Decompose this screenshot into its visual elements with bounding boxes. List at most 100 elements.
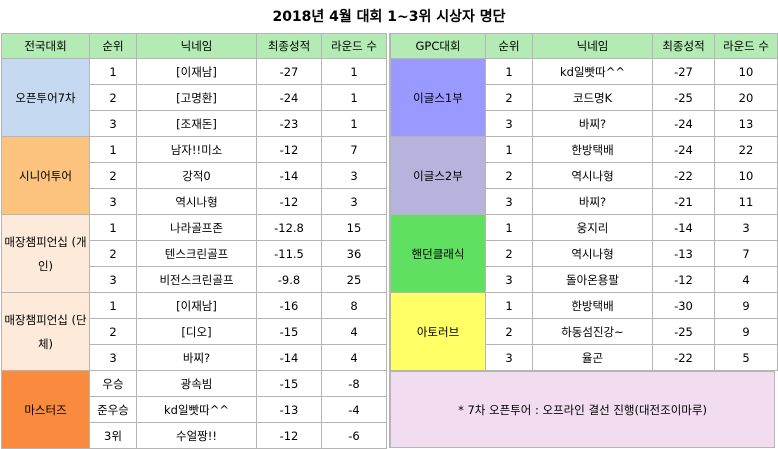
nickname-cell: 남자!!미소: [136, 136, 257, 163]
rounds-cell: 36: [321, 240, 387, 267]
final-score-cell: -14: [256, 344, 322, 371]
final-score-cell: -12: [256, 136, 322, 163]
rounds-cell: 9: [714, 318, 778, 345]
table-row: 2 강적0 -14 3: [2, 162, 387, 189]
table-row: 3위 수얼짱!! -12 -6: [2, 422, 387, 449]
table-row: 2 역시나형 -13 7: [391, 240, 778, 267]
tournament-name-cell: 핸던클래식: [390, 214, 486, 293]
final-score-cell: -12: [256, 188, 322, 215]
table-row: 2 [디오] -15 4: [2, 318, 387, 345]
nickname-cell: 돌아온용팔: [532, 266, 653, 293]
col-header-final-score: 최종성적: [256, 33, 322, 59]
tournament-name-cell: 아토러브: [390, 292, 486, 371]
rank-cell: 1: [89, 214, 137, 241]
nickname-cell: [이재남]: [136, 58, 257, 85]
rank-cell: 2: [485, 318, 533, 345]
rounds-cell: 4: [321, 318, 387, 345]
rank-cell: 2: [485, 84, 533, 111]
rank-cell: 3: [89, 110, 137, 137]
tournament-name-cell: 오픈투어7차: [1, 58, 90, 137]
nickname-cell: 텐스크린골프: [136, 240, 257, 267]
rank-cell: 1: [89, 292, 137, 319]
nickname-cell: 역시나형: [532, 162, 653, 189]
final-score-cell: -24: [652, 136, 715, 163]
nickname-cell: [이재남]: [136, 292, 257, 319]
rounds-cell: 20: [714, 84, 778, 111]
nickname-cell: [고명환]: [136, 84, 257, 111]
rank-cell: 1: [89, 58, 137, 85]
table-row: 이글스2부 1 한방택배 -24 22: [390, 136, 778, 215]
rank-cell: 3: [485, 344, 533, 371]
rank-cell: 2: [89, 162, 137, 189]
rank-cell: 준우승: [89, 396, 137, 423]
rounds-cell: 9: [714, 292, 778, 319]
rounds-cell: 1: [321, 58, 387, 85]
rank-cell: 3: [89, 266, 137, 293]
table-row: 3 역시나형 -12 3: [2, 188, 387, 215]
col-header-final-score: 최종성적: [652, 33, 715, 59]
nickname-cell: 역시나형: [532, 240, 653, 267]
rank-cell: 우승: [89, 370, 137, 397]
final-score-cell: -9.8: [256, 266, 322, 293]
final-score-cell: -14: [652, 214, 715, 241]
rounds-cell: 13: [714, 110, 778, 137]
final-score-cell: -23: [256, 110, 322, 137]
rank-cell: 3: [485, 266, 533, 293]
table-row: 3 바찌? -14 4: [2, 344, 387, 371]
rank-cell: 2: [89, 240, 137, 267]
table-row: 마스터즈 우승 광속빔 -15 -8: [1, 370, 387, 449]
rounds-cell: 7: [714, 240, 778, 267]
nickname-cell: 코드명K: [532, 84, 653, 111]
final-score-cell: -15: [256, 370, 322, 397]
final-score-cell: -30: [652, 292, 715, 319]
rank-cell: 1: [485, 292, 533, 319]
final-score-cell: -11.5: [256, 240, 322, 267]
nickname-cell: 한방택배: [532, 136, 653, 163]
page-title: 2018년 4월 대회 1~3위 시상자 명단: [272, 9, 506, 25]
nickname-cell: [디오]: [136, 318, 257, 345]
table-row: 3 율곤 -22 5: [391, 344, 778, 371]
final-score-cell: -22: [652, 162, 715, 189]
final-score-cell: -25: [652, 318, 715, 345]
header-row: GPC대회 순위 닉네임 최종성적 라운드 수: [390, 33, 778, 59]
table-row: 매장챔피언십 (단체) 1 [이재남] -16 8: [1, 292, 387, 371]
rounds-cell: -4: [321, 396, 387, 423]
rounds-cell: 7: [321, 136, 387, 163]
rank-cell: 3위: [89, 422, 137, 449]
final-score-cell: -14: [256, 162, 322, 189]
final-score-cell: -25: [652, 84, 715, 111]
rounds-cell: 5: [714, 344, 778, 371]
table-row: 2 역시나형 -22 10: [391, 162, 778, 189]
rounds-cell: 8: [321, 292, 387, 319]
nickname-cell: 한방택배: [532, 292, 653, 319]
rounds-cell: 22: [714, 136, 778, 163]
tournament-name-cell: 이글스1부: [390, 58, 486, 137]
rank-cell: 2: [89, 84, 137, 111]
col-header-tournament: GPC대회: [390, 33, 486, 59]
rank-cell: 1: [89, 136, 137, 163]
table-row: 준우승 kd일빳따^^ -13 -4: [2, 396, 387, 423]
rounds-cell: 4: [714, 266, 778, 293]
nickname-cell: 광속빔: [136, 370, 257, 397]
table-row: 3 바찌? -21 11: [391, 188, 778, 215]
rank-cell: 2: [485, 162, 533, 189]
nickname-cell: 바찌?: [532, 188, 653, 215]
header-row: 전국대회 순위 닉네임 최종성적 라운드 수: [1, 33, 387, 59]
rank-cell: 3: [89, 344, 137, 371]
final-score-cell: -27: [652, 58, 715, 85]
col-header-nickname: 닉네임: [136, 33, 257, 59]
table-row: 시니어투어 1 남자!!미소 -12 7: [1, 136, 387, 215]
final-score-cell: -24: [256, 84, 322, 111]
rounds-cell: 1: [321, 110, 387, 137]
table-row: 2 코드명K -25 20: [391, 84, 778, 111]
national-tournament-table: 전국대회 순위 닉네임 최종성적 라운드 수 오픈투어7차 1 [이재남] -27 1 2…: [1, 33, 387, 449]
rounds-cell: 1: [321, 84, 387, 111]
rounds-cell: 11: [714, 188, 778, 215]
col-header-nickname: 닉네임: [532, 33, 653, 59]
rank-cell: 1: [485, 58, 533, 85]
rounds-cell: 3: [714, 214, 778, 241]
final-score-cell: -22: [652, 344, 715, 371]
final-score-cell: -21: [652, 188, 715, 215]
table-row: 2 텐스크린골프 -11.5 36: [2, 240, 387, 267]
col-header-rounds: 라운드 수: [321, 33, 387, 59]
